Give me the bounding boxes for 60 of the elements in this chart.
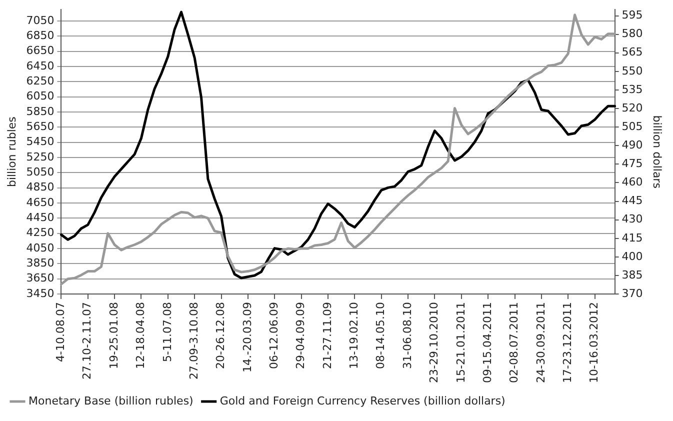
x-tick-label: 27.10-2.11.07	[80, 302, 94, 380]
y-tick-label: 6250	[26, 74, 54, 88]
x-tick-label: 17-23.12.2011	[560, 302, 574, 384]
y-tick-label: 3650	[26, 272, 54, 285]
x-tick-label: 02-08.07.2011	[508, 302, 521, 384]
y2-tick-label: 505	[622, 120, 643, 133]
y-tick-label: 4450	[26, 211, 54, 224]
x-tick-label: 12-18.04.08	[134, 302, 148, 370]
x-tick-label: 15-21.01.2011	[454, 302, 468, 384]
y2-axis-title: billion dollars	[650, 115, 664, 189]
y2-tick-label: 580	[622, 27, 643, 40]
x-tick-label: 4-10.08.07	[54, 302, 68, 362]
x-tick-label: 10-16.03.2012	[588, 302, 601, 384]
x-tick-label: 21-27.11.09	[320, 302, 334, 370]
y2-tick-label: 565	[622, 46, 643, 59]
y-tick-label: 6050	[26, 90, 54, 103]
x-tick-label: 19-25.01.08	[107, 302, 120, 370]
y-tick-label: 6450	[26, 59, 54, 72]
y-tick-label: 7050	[26, 14, 54, 27]
y2-tick-label: 370	[622, 286, 643, 300]
legend-label: Monetary Base (billion rubles)	[28, 394, 194, 408]
x-tick-label: 13-19.02.10	[348, 302, 361, 370]
x-tick-label: 24-30.09.2011	[534, 302, 548, 384]
x-tick-label: 27.09-3.10.08	[187, 302, 200, 380]
x-tick-label: 20-26.12.08	[214, 302, 228, 370]
y2-tick-label: 595	[622, 8, 643, 22]
x-tick-label: 23-29.10.2010	[428, 302, 441, 384]
x-tick-label: 06-12.06.09	[267, 302, 280, 370]
x-tick-label: 29-04.09.09	[294, 302, 308, 370]
y-tick-label: 6850	[26, 29, 54, 42]
y-tick-label: 5850	[26, 104, 54, 118]
y2-tick-label: 490	[622, 138, 643, 152]
y-tick-label: 3850	[26, 256, 54, 270]
y-tick-label: 5650	[26, 120, 54, 134]
y2-tick-label: 475	[622, 157, 643, 170]
y2-tick-label: 430	[622, 212, 643, 226]
y-tick-label: 4650	[26, 196, 54, 209]
x-tick-label: 09-15.04.2011	[480, 302, 494, 384]
y2-tick-label: 535	[622, 82, 643, 96]
x-tick-label: 14.-20.03.09	[240, 302, 254, 373]
y2-tick-label: 445	[622, 194, 643, 208]
x-tick-label: 08-14.05.10	[374, 302, 388, 370]
x-tick-label: 31-06.08.10	[400, 302, 414, 370]
y2-tick-label: 460	[622, 176, 643, 189]
y2-tick-label: 415	[622, 231, 643, 244]
y-tick-label: 5050	[26, 166, 54, 179]
legend-label: Gold and Foreign Currency Reserves (billion dollars)	[220, 394, 506, 408]
y-tick-label: 5450	[26, 135, 54, 148]
y-tick-label: 4850	[26, 180, 54, 194]
y-tick-label: 4250	[26, 226, 54, 240]
y-tick-label: 4050	[26, 241, 54, 254]
y-axis-title: billion rubles	[5, 116, 18, 188]
y2-tick-label: 550	[622, 64, 643, 78]
x-tick-label: 5-11.07.08	[160, 302, 174, 362]
y-tick-label: 3450	[26, 286, 54, 300]
y-tick-label: 5250	[26, 150, 54, 164]
y2-tick-label: 385	[622, 268, 643, 282]
y2-tick-label: 400	[622, 250, 643, 263]
y2-tick-label: 520	[622, 101, 643, 114]
y-tick-label: 6650	[26, 44, 54, 58]
